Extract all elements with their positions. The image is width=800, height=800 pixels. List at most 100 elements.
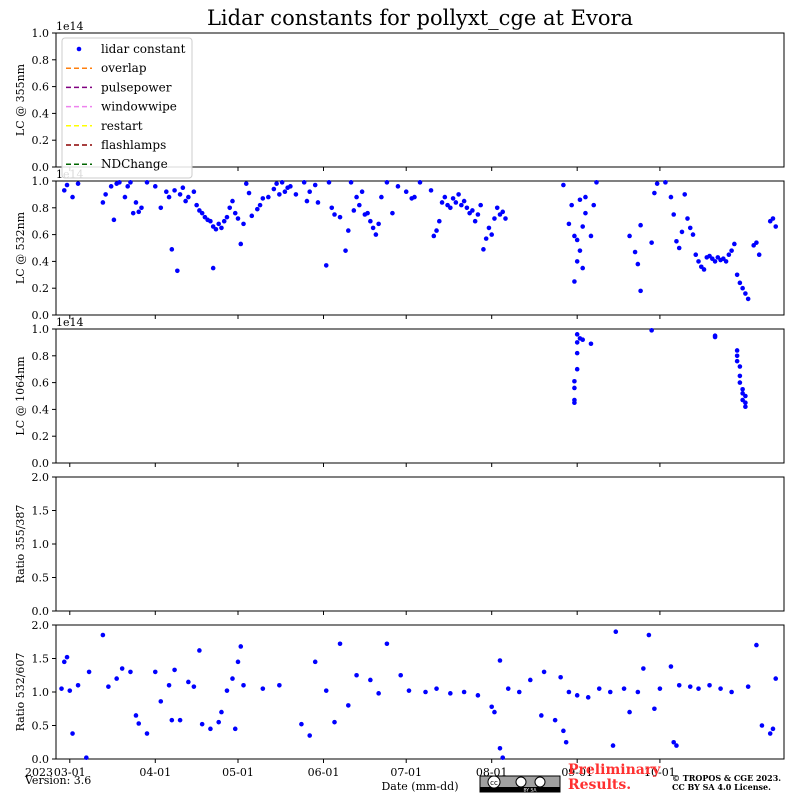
- data-point: [627, 233, 632, 239]
- y-offset-label: 1e14: [56, 316, 84, 329]
- data-point: [235, 659, 241, 665]
- data-point: [712, 334, 718, 340]
- data-point: [357, 202, 362, 208]
- data-point: [541, 669, 547, 675]
- data-point: [492, 709, 497, 715]
- data-point: [745, 684, 751, 689]
- data-point: [260, 686, 266, 691]
- data-point: [577, 197, 583, 203]
- data-point: [241, 221, 246, 227]
- y-offset-label: 1e14: [56, 20, 84, 33]
- data-point: [434, 228, 439, 233]
- data-point: [588, 341, 594, 347]
- data-point: [635, 261, 641, 267]
- data-point: [191, 684, 197, 689]
- data-point: [497, 745, 503, 751]
- data-point: [754, 240, 759, 245]
- data-point: [359, 189, 365, 195]
- data-point: [574, 332, 580, 337]
- legend-box: [61, 37, 193, 179]
- y-axis-label: LC @ 1064nm: [14, 356, 27, 436]
- panel-3: 0.0 0.2 0.4 0.6 0.8 1.0 1e14 LC @ 1064nm: [14, 316, 785, 470]
- data-point: [635, 689, 641, 695]
- y-axis-label: LC @ 532nm: [14, 211, 27, 284]
- data-point: [301, 180, 307, 185]
- y-tick-label: 0.0: [32, 309, 50, 322]
- data-point: [213, 226, 219, 232]
- data-point: [745, 296, 751, 302]
- y-tick-label: 1.5: [32, 653, 50, 666]
- data-point: [169, 717, 175, 723]
- data-point: [734, 272, 740, 278]
- data-point: [439, 200, 445, 205]
- data-point: [238, 644, 244, 649]
- data-point: [572, 385, 577, 391]
- data-point: [572, 378, 577, 384]
- data-point: [191, 189, 197, 195]
- data-point: [158, 205, 164, 211]
- data-point: [497, 658, 503, 663]
- axes-frame: [55, 476, 785, 612]
- data-point: [459, 202, 464, 208]
- data-point: [180, 185, 186, 190]
- data-point: [216, 719, 221, 725]
- data-point: [61, 188, 67, 193]
- data-point: [395, 184, 401, 189]
- data-point: [423, 689, 428, 695]
- data-point: [737, 364, 743, 369]
- data-point: [384, 641, 390, 647]
- data-point: [103, 192, 108, 197]
- data-point: [583, 194, 588, 200]
- data-point: [346, 703, 351, 708]
- y-tick-label: 0.0: [32, 161, 50, 174]
- data-point: [566, 689, 572, 695]
- data-point: [756, 252, 762, 257]
- data-point: [668, 664, 674, 669]
- data-point: [417, 180, 423, 185]
- data-point: [208, 218, 213, 224]
- data-point: [475, 212, 481, 217]
- data-point: [767, 731, 773, 736]
- data-point: [732, 241, 737, 247]
- data-point: [773, 224, 779, 229]
- y-tick-label: 0.5: [32, 720, 50, 733]
- data-point: [172, 667, 177, 673]
- data-point: [288, 184, 293, 189]
- data-point: [740, 285, 745, 291]
- y-tick-label: 0.8: [32, 350, 50, 363]
- data-point: [743, 393, 748, 399]
- y-tick-label: 0.2: [32, 134, 50, 147]
- data-point: [354, 194, 359, 200]
- data-point: [169, 247, 175, 252]
- data-point: [729, 689, 734, 695]
- data-point: [376, 691, 381, 696]
- data-point: [84, 755, 89, 760]
- data-point: [743, 291, 748, 296]
- data-point: [574, 340, 580, 345]
- data-point: [373, 232, 379, 237]
- data-point: [398, 672, 403, 678]
- data-point: [461, 198, 467, 204]
- data-point: [574, 237, 580, 243]
- data-point: [194, 202, 199, 208]
- data-point: [293, 192, 299, 197]
- series-points: [59, 629, 779, 760]
- y-tick-label: 1.0: [32, 175, 50, 188]
- y-tick-label: 1.5: [32, 505, 50, 518]
- legend-label: pulsepower: [101, 80, 172, 94]
- data-point: [539, 713, 544, 718]
- legend-marker: [76, 46, 82, 52]
- x-tick-label: 09-01: [561, 766, 593, 779]
- data-point: [743, 400, 748, 406]
- data-point: [164, 189, 169, 195]
- data-point: [489, 704, 494, 710]
- data-point: [337, 214, 343, 220]
- x-axis-label: Date (mm-dd): [381, 780, 458, 793]
- y-tick-label: 0.0: [32, 457, 50, 470]
- data-point: [255, 206, 260, 212]
- data-point: [492, 216, 497, 221]
- data-point: [737, 380, 743, 385]
- x-tick-label: 06-01: [308, 766, 340, 779]
- data-point: [453, 200, 459, 205]
